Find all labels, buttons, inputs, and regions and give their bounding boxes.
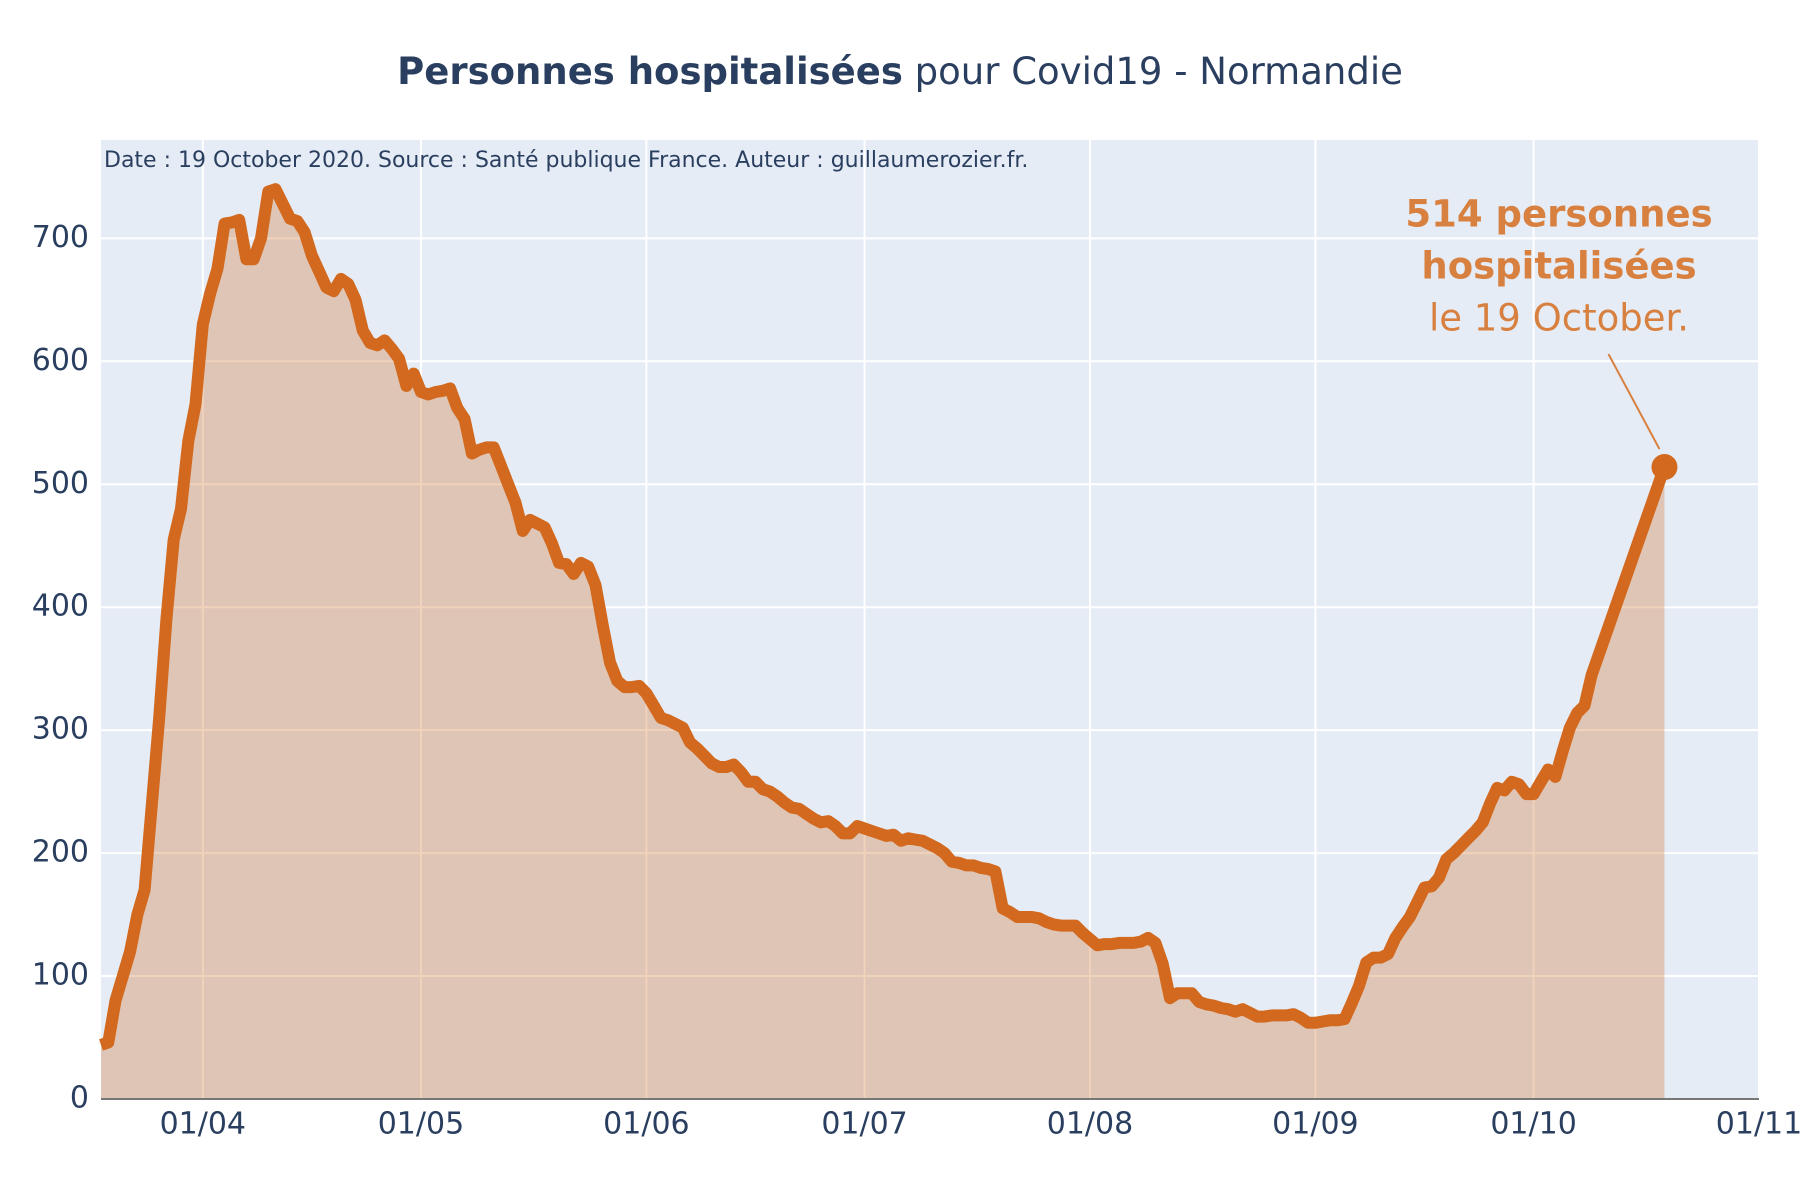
y-tick-label: 600: [32, 343, 89, 378]
line: [99, 183, 1671, 1051]
x-tick-label: 01/09: [1272, 1107, 1358, 1142]
y-tick-label: 100: [32, 958, 89, 993]
x-tick-label: 01/05: [378, 1107, 464, 1142]
end-marker: [1651, 454, 1678, 481]
y-tick-label: 0: [70, 1081, 89, 1116]
x-tick-label: 01/04: [160, 1107, 246, 1142]
chart-title: Personnes hospitalisées pour Covid19 - N…: [397, 50, 1403, 93]
title-bold: Personnes hospitalisées: [397, 50, 903, 93]
y-tick-label: 700: [32, 220, 89, 255]
note: Date : 19 October 2020. Source : Santé p…: [104, 148, 1028, 173]
y-tick-label: 400: [32, 589, 89, 624]
x-tick-label: 01/10: [1490, 1107, 1576, 1142]
plot-area: [101, 140, 1759, 1099]
annotation: 514 personnes: [1405, 193, 1712, 236]
x-tick-label: 01/08: [1047, 1107, 1133, 1142]
y-tick-label: 300: [32, 712, 89, 747]
x-tick-label: 01/07: [821, 1107, 907, 1142]
y-tick-label: 500: [32, 466, 89, 501]
x-tick-label: 01/11: [1716, 1107, 1800, 1142]
x-tick-label: 01/06: [603, 1107, 689, 1142]
y-tick-label: 200: [32, 835, 89, 870]
area: [101, 189, 1665, 1099]
title-rest: pour Covid19 - Normandie: [915, 50, 1403, 93]
annotation: le 19 October.: [1429, 297, 1689, 340]
annotation: hospitalisées: [1421, 245, 1696, 288]
annotation-arrow: [1607, 353, 1661, 450]
